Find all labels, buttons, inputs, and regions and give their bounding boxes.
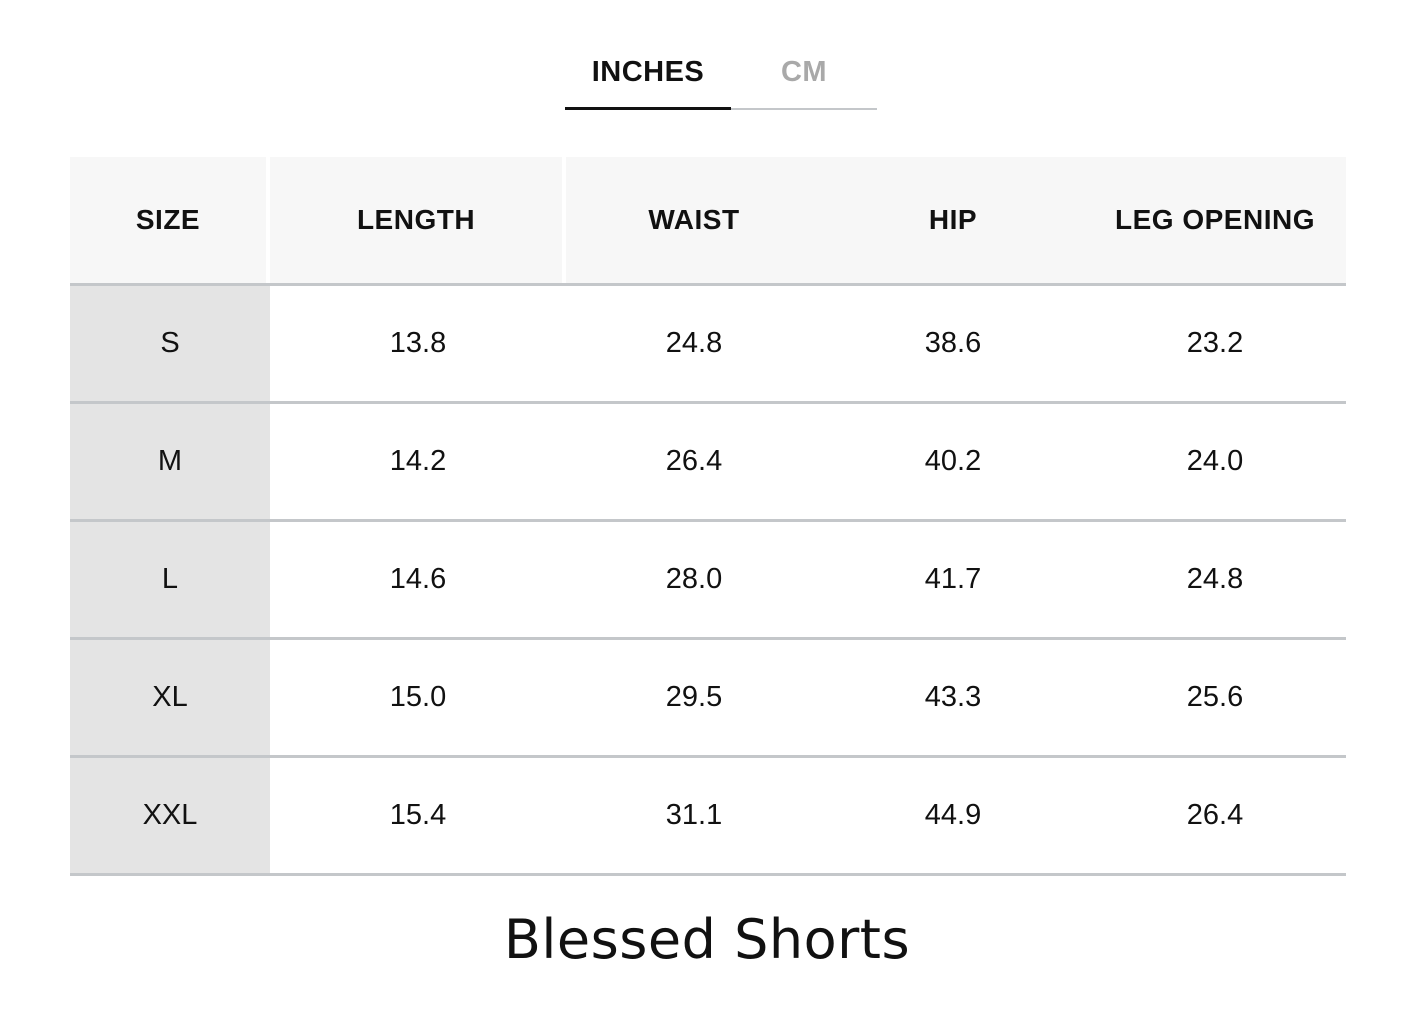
tab-inches[interactable]: INCHES — [565, 48, 731, 110]
cell-waist: 31.1 — [665, 799, 723, 831]
header-hip: HIP — [928, 204, 978, 235]
table-row: M 14.2 26.4 40.2 24.0 — [70, 404, 1346, 522]
cell-waist: 29.5 — [665, 681, 723, 713]
cell-size: XXL — [70, 758, 270, 873]
table-row: S 13.8 24.8 38.6 23.2 — [70, 286, 1346, 404]
cell-length: 13.8 — [389, 327, 447, 359]
table-row: XXL 15.4 31.1 44.9 26.4 — [70, 758, 1346, 876]
header-length: LENGTH — [270, 157, 566, 283]
cell-hip: 41.7 — [924, 563, 982, 595]
cell-length: 15.4 — [389, 799, 447, 831]
unit-tabs: INCHES CM — [565, 48, 877, 110]
table-header-row: SIZE LENGTH WAIST HIP LEG OPENING — [70, 157, 1346, 286]
cell-waist: 28.0 — [665, 563, 723, 595]
cell-length: 15.0 — [389, 681, 447, 713]
cell-hip: 43.3 — [924, 681, 982, 713]
tab-cm[interactable]: CM — [731, 48, 877, 110]
table-row: L 14.6 28.0 41.7 24.8 — [70, 522, 1346, 640]
product-title: Blessed Shorts — [503, 908, 911, 971]
size-chart-table: SIZE LENGTH WAIST HIP LEG OPENING S 13.8… — [70, 157, 1346, 876]
tab-inches-label: INCHES — [591, 56, 705, 88]
cell-hip: 38.6 — [924, 327, 982, 359]
cell-leg-opening: 25.6 — [1186, 681, 1244, 713]
header-leg-opening: LEG OPENING — [1115, 204, 1315, 235]
cell-length: 14.2 — [389, 445, 447, 477]
cell-leg-opening: 24.8 — [1186, 563, 1244, 595]
cell-size: XL — [70, 640, 270, 755]
header-size: SIZE — [70, 157, 270, 283]
cell-size: L — [70, 522, 270, 637]
cell-leg-opening: 24.0 — [1186, 445, 1244, 477]
cell-leg-opening: 26.4 — [1186, 799, 1244, 831]
cell-waist: 26.4 — [665, 445, 723, 477]
cell-length: 14.6 — [389, 563, 447, 595]
cell-size: S — [70, 286, 270, 401]
cell-size: M — [70, 404, 270, 519]
cell-hip: 44.9 — [924, 799, 982, 831]
tab-cm-label: CM — [780, 56, 828, 88]
table-row: XL 15.0 29.5 43.3 25.6 — [70, 640, 1346, 758]
header-waist: WAIST — [648, 204, 740, 235]
cell-leg-opening: 23.2 — [1186, 327, 1244, 359]
cell-hip: 40.2 — [924, 445, 982, 477]
cell-waist: 24.8 — [665, 327, 723, 359]
